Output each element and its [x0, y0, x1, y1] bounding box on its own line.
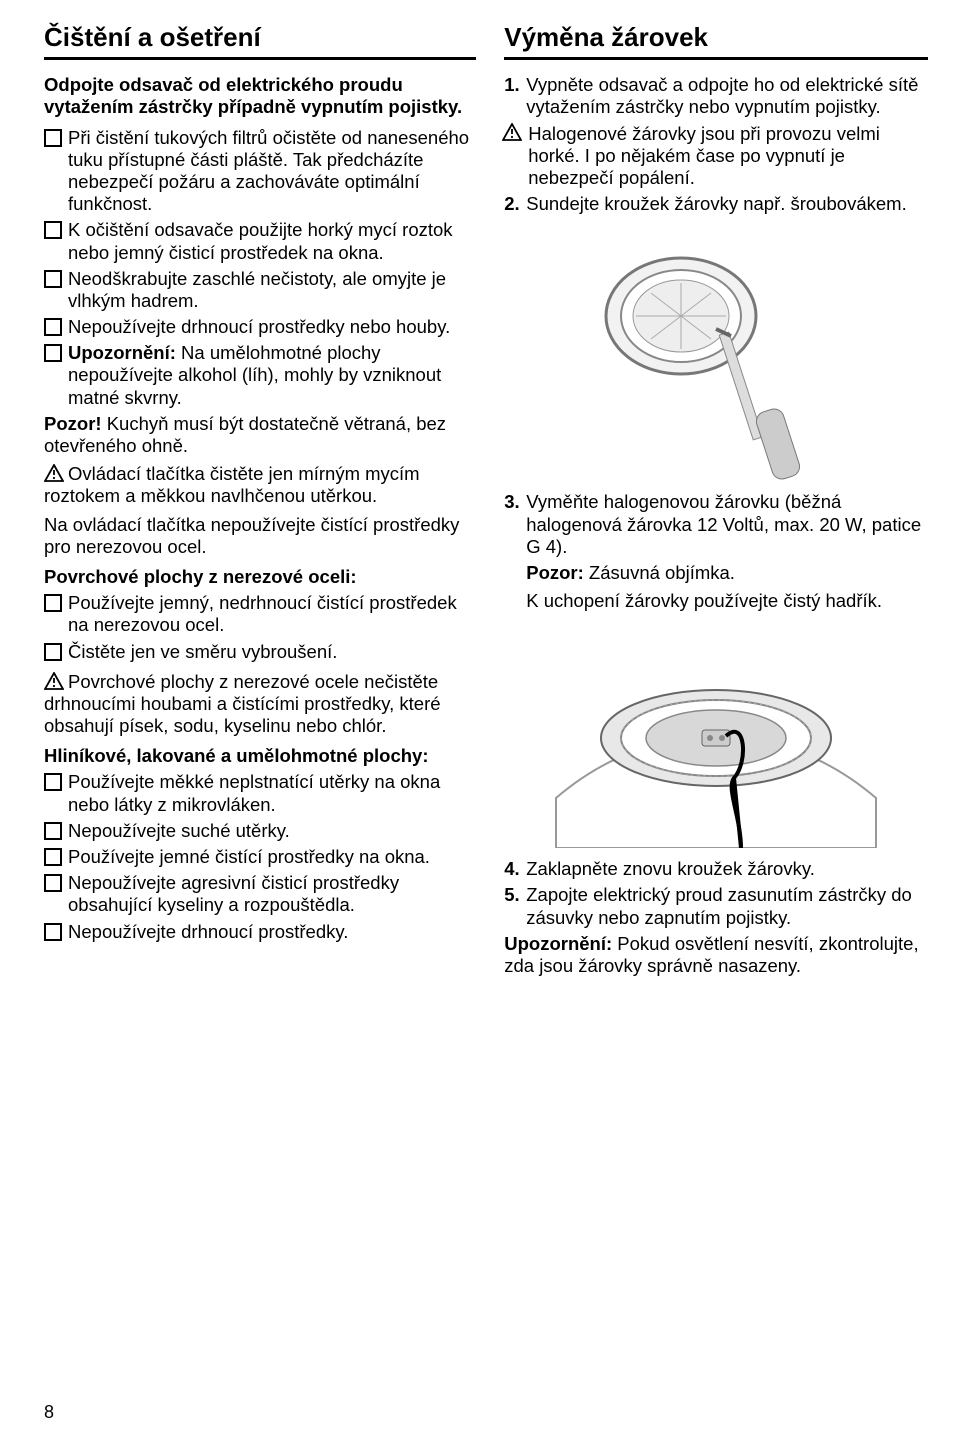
- bullet-item: Používejte měkké neplstnatící utěrky na …: [44, 771, 476, 815]
- subheading-aluminium: Hliníkové, lakované a umělohmotné plochy…: [44, 745, 476, 767]
- bullet-item: Nepoužívejte agresivní čisticí prostředk…: [44, 872, 476, 916]
- warning-icon: [502, 123, 522, 141]
- step-3-pozor: Pozor: Zásuvná objímka.: [504, 562, 928, 584]
- step-5: 5.Zapojte elektrický proud zasunutím zás…: [504, 884, 928, 928]
- step-1: 1.Vypněte odsavač a odpojte ho od elektr…: [504, 74, 928, 118]
- left-column: Čištění a ošetření Odpojte odsavač od el…: [44, 22, 476, 983]
- bullet-item: Nepoužívejte drhnoucí prostředky nebo ho…: [44, 316, 476, 338]
- right-column: Výměna žárovek 1.Vypněte odsavač a odpoj…: [504, 22, 928, 983]
- step-3: 3.Vyměňte halogenovou žárovku (běžná hal…: [504, 491, 928, 558]
- bullet-item: Nepoužívejte drhnoucí prostředky.: [44, 921, 476, 943]
- warning-paragraph: Povrchové plochy z nerezové ocele nečist…: [44, 671, 476, 738]
- paragraph: Na ovládací tlačítka nepoužívejte čistíc…: [44, 514, 476, 558]
- bullet-item: Při čistění tukových filtrů očistěte od …: [44, 127, 476, 216]
- bullet-item: Používejte jemné čistící prostředky na o…: [44, 846, 476, 868]
- bullet-item: Používejte jemný, nedrhnoucí čistící pro…: [44, 592, 476, 636]
- bullet-item: Čistěte jen ve směru vybroušení.: [44, 641, 476, 663]
- step-4: 4.Zaklapněte znovu kroužek žárovky.: [504, 858, 928, 880]
- warning-item: Halogenové žárovky jsou při provozu velm…: [504, 123, 928, 190]
- bullet-item: K očištění odsavače použijte horký mycí …: [44, 219, 476, 263]
- step-2: 2.Sundejte kroužek žárovky např. šroubov…: [504, 193, 928, 215]
- pozor-paragraph: Pozor! Kuchyň musí být dostatečně větran…: [44, 413, 476, 457]
- bullet-item: Nepoužívejte suché utěrky.: [44, 820, 476, 842]
- right-heading: Výměna žárovek: [504, 22, 928, 60]
- bullet-item: Neodškrabujte zaschlé nečistoty, ale omy…: [44, 268, 476, 312]
- final-note: Upozornění: Pokud osvětlení nesvítí, zko…: [504, 933, 928, 977]
- page-number: 8: [44, 1402, 54, 1424]
- lead-paragraph: Odpojte odsavač od elektrického proudu v…: [44, 74, 476, 118]
- warning-icon: [44, 672, 64, 690]
- illustration-bulb-socket: [504, 618, 928, 848]
- step-3b: K uchopení žárovky používejte čistý hadř…: [504, 590, 928, 612]
- bullet-item: Upozornění: Na umělohmotné plochy nepouž…: [44, 342, 476, 409]
- warning-paragraph: Ovládací tlačítka čistěte jen mírným myc…: [44, 463, 476, 507]
- subheading-steel: Povrchové plochy z nerezové oceli:: [44, 566, 476, 588]
- left-heading: Čištění a ošetření: [44, 22, 476, 60]
- illustration-screwdriver: [504, 221, 928, 481]
- warning-icon: [44, 464, 64, 482]
